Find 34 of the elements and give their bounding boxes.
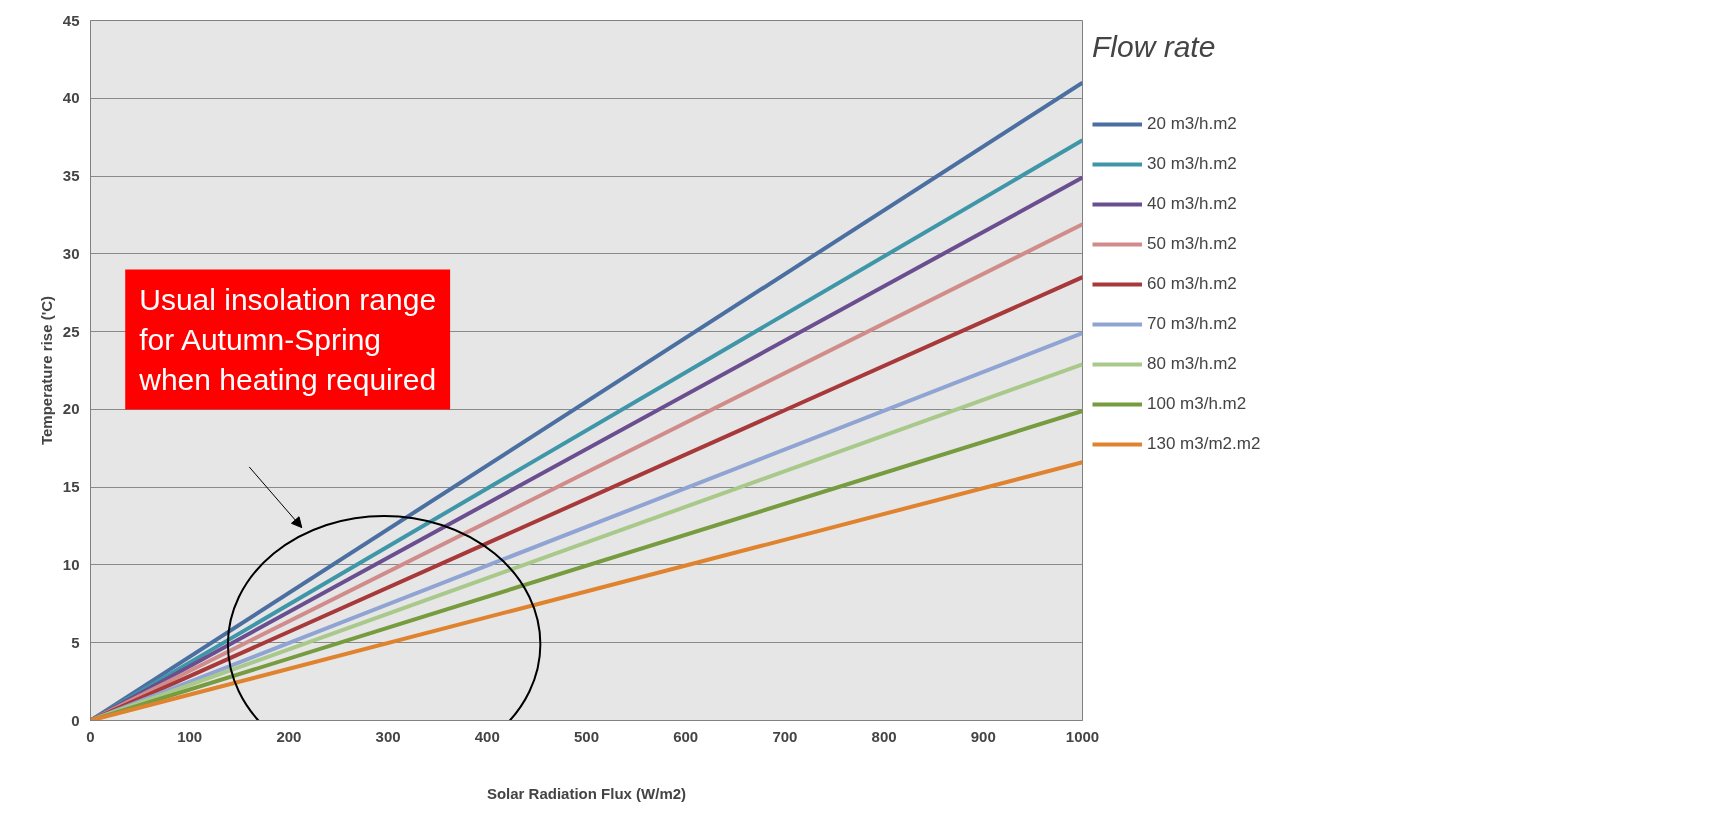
y-tick-label: 10 [62,555,80,573]
legend-label: 70 m3/h.m2 [1147,314,1237,334]
x-tick-label: 200 [276,727,302,745]
legend-label: 130 m3/m2.m2 [1147,434,1261,454]
x-tick-label: 400 [474,727,500,745]
legend-label: 80 m3/h.m2 [1147,354,1237,374]
legend-label: 20 m3/h.m2 [1147,114,1237,134]
y-tick-label: 20 [62,400,80,418]
x-tick-label: 500 [573,727,600,745]
legend-label: 40 m3/h.m2 [1147,194,1237,214]
legend-label: 60 m3/h.m2 [1147,274,1237,294]
x-tick-label: 1000 [1065,727,1100,745]
y-tick-label: 30 [62,244,80,262]
y-tick-label: 45 [62,11,80,29]
y-tick-label: 5 [71,633,80,651]
y-tick-label: 40 [62,89,80,107]
legend-label: 30 m3/h.m2 [1147,154,1237,174]
x-tick-label: 100 [177,727,203,745]
x-axis-title: Solar Radiation Flux (W/m2) [486,784,687,802]
x-tick-label: 600 [673,727,699,745]
y-tick-label: 25 [62,322,80,340]
x-tick-label: 900 [970,727,996,745]
x-tick-label: 700 [772,727,798,745]
x-tick-label: 300 [375,727,401,745]
y-tick-label: 15 [62,478,80,496]
x-tick-label: 0 [86,727,95,745]
annotation: Usual insolation range for Autumn-Spring when heating required [138,283,437,396]
legend-label: 50 m3/h.m2 [1147,234,1237,254]
legend-label: 100 m3/h.m2 [1147,394,1247,414]
x-tick-label: 800 [871,727,897,745]
y-tick-label: 35 [62,167,80,185]
y-axis-title: Temperature rise ('C) [37,295,55,446]
legend-title: Flow rate [1092,30,1217,64]
y-tick-label: 0 [71,711,80,729]
